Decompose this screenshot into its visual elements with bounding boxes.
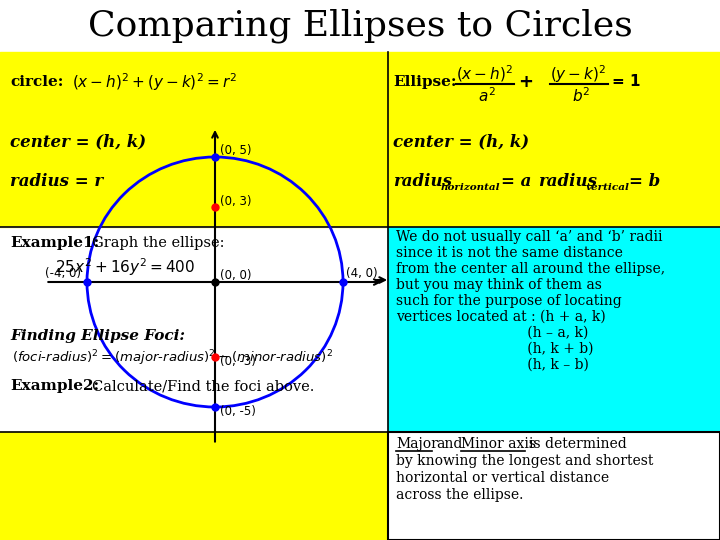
Text: (0, -5): (0, -5): [220, 405, 256, 418]
Text: Comparing Ellipses to Circles: Comparing Ellipses to Circles: [88, 9, 632, 43]
Text: (0, 3): (0, 3): [220, 195, 251, 208]
Text: Graph the ellipse:: Graph the ellipse:: [92, 236, 225, 250]
Text: (0, -3): (0, -3): [220, 355, 256, 368]
Text: since it is not the same distance: since it is not the same distance: [396, 246, 623, 260]
Text: $(x - h)^2 + (y - k)^2 = r^2$: $(x - h)^2 + (y - k)^2 = r^2$: [72, 71, 237, 93]
Text: radius: radius: [393, 173, 452, 191]
Text: $b^2$: $b^2$: [572, 86, 590, 105]
Text: (0, 0): (0, 0): [220, 269, 251, 282]
Text: (0, 5): (0, 5): [220, 144, 251, 157]
Text: $a^2$: $a^2$: [478, 86, 496, 105]
Text: horizontal or vertical distance: horizontal or vertical distance: [396, 471, 609, 485]
Text: Finding Ellipse Foci:: Finding Ellipse Foci:: [10, 329, 185, 343]
Text: radius: radius: [538, 173, 597, 191]
Text: Ellipse:: Ellipse:: [393, 75, 456, 89]
Text: = 1: = 1: [612, 75, 641, 90]
Text: vertices located at : (h + a, k): vertices located at : (h + a, k): [396, 310, 606, 324]
Text: but you may think of them as: but you may think of them as: [396, 278, 602, 292]
Text: center = (h, k): center = (h, k): [393, 133, 529, 151]
Text: Example1:: Example1:: [10, 236, 99, 250]
Text: center = (h, k): center = (h, k): [10, 133, 146, 151]
Text: +: +: [518, 73, 533, 91]
Text: (h, k + b): (h, k + b): [396, 342, 593, 356]
Text: $(y-k)^2$: $(y-k)^2$: [550, 63, 606, 85]
Text: circle:: circle:: [10, 75, 63, 89]
Text: (h, k – b): (h, k – b): [396, 358, 589, 372]
Text: Minor axis: Minor axis: [461, 437, 536, 451]
Text: by knowing the longest and shortest: by knowing the longest and shortest: [396, 454, 653, 468]
Text: (4, 0): (4, 0): [346, 267, 377, 280]
Text: (h – a, k): (h – a, k): [396, 326, 588, 340]
Text: $(foci\text{-}radius)^2 = (major\text{-}radius)^2 - (minor\text{-}radius)^2$: $(foci\text{-}radius)^2 = (major\text{-}…: [12, 348, 333, 368]
Text: from the center all around the ellipse,: from the center all around the ellipse,: [396, 262, 665, 276]
Text: vertical: vertical: [586, 183, 630, 192]
Text: horizontal: horizontal: [441, 183, 500, 192]
Text: Example2:: Example2:: [10, 379, 99, 393]
Bar: [388, 432, 720, 540]
Text: is determined: is determined: [529, 437, 626, 451]
Text: = b: = b: [629, 173, 660, 191]
Text: = a: = a: [501, 173, 531, 191]
Text: Calculate/Find the foci above.: Calculate/Find the foci above.: [92, 379, 315, 393]
Text: We do not usually call ‘a’ and ‘b’ radii: We do not usually call ‘a’ and ‘b’ radii: [396, 230, 662, 244]
Text: radius = r: radius = r: [10, 173, 103, 191]
Text: Major: Major: [396, 437, 438, 451]
Text: such for the purpose of locating: such for the purpose of locating: [396, 294, 622, 308]
Text: (-4, 0): (-4, 0): [45, 267, 81, 280]
Text: $25x^2 + 16y^2 = 400$: $25x^2 + 16y^2 = 400$: [55, 256, 195, 278]
Text: $(x-h)^2$: $(x-h)^2$: [456, 64, 513, 84]
Text: and: and: [436, 437, 462, 451]
Text: across the ellipse.: across the ellipse.: [396, 488, 523, 502]
